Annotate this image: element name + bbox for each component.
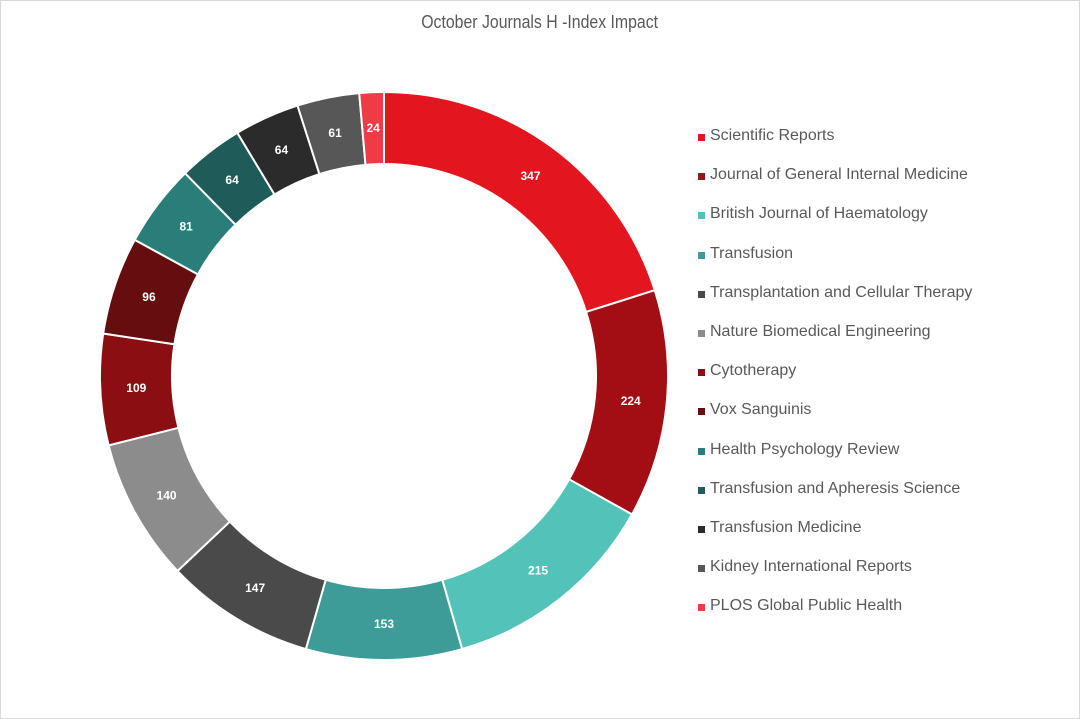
legend-item-vox-sanguinis: Vox Sanguinis [698, 401, 972, 440]
legend-swatch [698, 604, 705, 612]
legend-swatch [698, 290, 705, 298]
data-label-plos-global-public-health: 24 [366, 121, 380, 135]
legend-item-journal-of-general-internal-medicine: Journal of General Internal Medicine [698, 166, 972, 205]
data-label-nature-biomedical-engineering: 140 [157, 488, 177, 502]
legend-item-transplantation-and-cellular-therapy: Transplantation and Cellular Therapy [698, 284, 972, 323]
legend-label: British Journal of Haematology [710, 205, 928, 223]
legend-item-plos-global-public-health: PLOS Global Public Health [698, 597, 972, 636]
data-label-transfusion: 153 [374, 617, 394, 631]
legend-item-health-psychology-review: Health Psychology Review [698, 441, 972, 480]
legend-item-british-journal-of-haematology: British Journal of Haematology [698, 205, 972, 244]
data-label-kidney-international-reports: 61 [328, 126, 342, 140]
legend-item-transfusion: Transfusion [698, 245, 972, 284]
chart-legend: Scientific Reports Journal of General Int… [698, 127, 972, 636]
legend-swatch [698, 565, 705, 573]
data-label-vox-sanguinis: 96 [142, 290, 156, 304]
legend-item-transfusion-and-apheresis-science: Transfusion and Apheresis Science [698, 480, 972, 519]
legend-swatch [698, 134, 705, 141]
legend-swatch [698, 447, 705, 455]
legend-label: Transfusion [710, 244, 793, 262]
legend-label: Transfusion and Apheresis Science [710, 479, 961, 497]
data-label-transfusion-and-apheresis-science: 64 [225, 173, 239, 187]
legend-swatch [698, 329, 705, 337]
legend-item-cytotherapy: Cytotherapy [698, 362, 972, 401]
legend-label: Scientific Reports [710, 127, 835, 144]
data-label-cytotherapy: 109 [126, 381, 146, 395]
legend-swatch [698, 212, 705, 220]
chart-title: October Journals H -Index Impact [421, 12, 659, 32]
data-label-british-journal-of-haematology: 215 [528, 563, 548, 577]
slice-plos-global-public-health [358, 90, 385, 166]
data-label-transfusion-medicine: 64 [275, 143, 289, 157]
data-label-transplantation-and-cellular-therapy: 147 [245, 581, 265, 595]
legend-label: Transfusion Medicine [710, 518, 862, 536]
legend-label: PLOS Global Public Health [710, 597, 903, 615]
data-label-journal-of-general-internal-medicine: 224 [621, 394, 641, 408]
legend-swatch [698, 525, 705, 533]
legend-item-nature-biomedical-engineering: Nature Biomedical Engineering [698, 323, 972, 362]
legend-label: Transplantation and Cellular Therapy [710, 283, 973, 301]
data-label-scientific-reports: 347 [520, 169, 540, 183]
legend-swatch [698, 486, 705, 494]
legend-item-kidney-international-reports: Kidney International Reports [698, 558, 972, 597]
slice-scientific-reports [383, 90, 656, 314]
slice-journal-of-general-internal-medicine [567, 288, 669, 516]
legend-swatch [698, 408, 705, 416]
legend-label: Journal of General Internal Medicine [710, 166, 968, 184]
legend-item-transfusion-medicine: Transfusion Medicine [698, 519, 972, 558]
legend-label: Vox Sanguinis [710, 401, 812, 419]
legend-label: Nature Biomedical Engineering [710, 322, 931, 340]
legend-label: Kidney International Reports [710, 558, 912, 576]
legend-label: Health Psychology Review [710, 440, 900, 458]
legend-label: Cytotherapy [710, 362, 797, 380]
legend-item-scientific-reports: Scientific Reports [698, 127, 972, 166]
data-label-health-psychology-review: 81 [180, 219, 194, 233]
legend-swatch [698, 369, 705, 377]
legend-swatch [698, 251, 705, 259]
legend-swatch [698, 173, 705, 181]
